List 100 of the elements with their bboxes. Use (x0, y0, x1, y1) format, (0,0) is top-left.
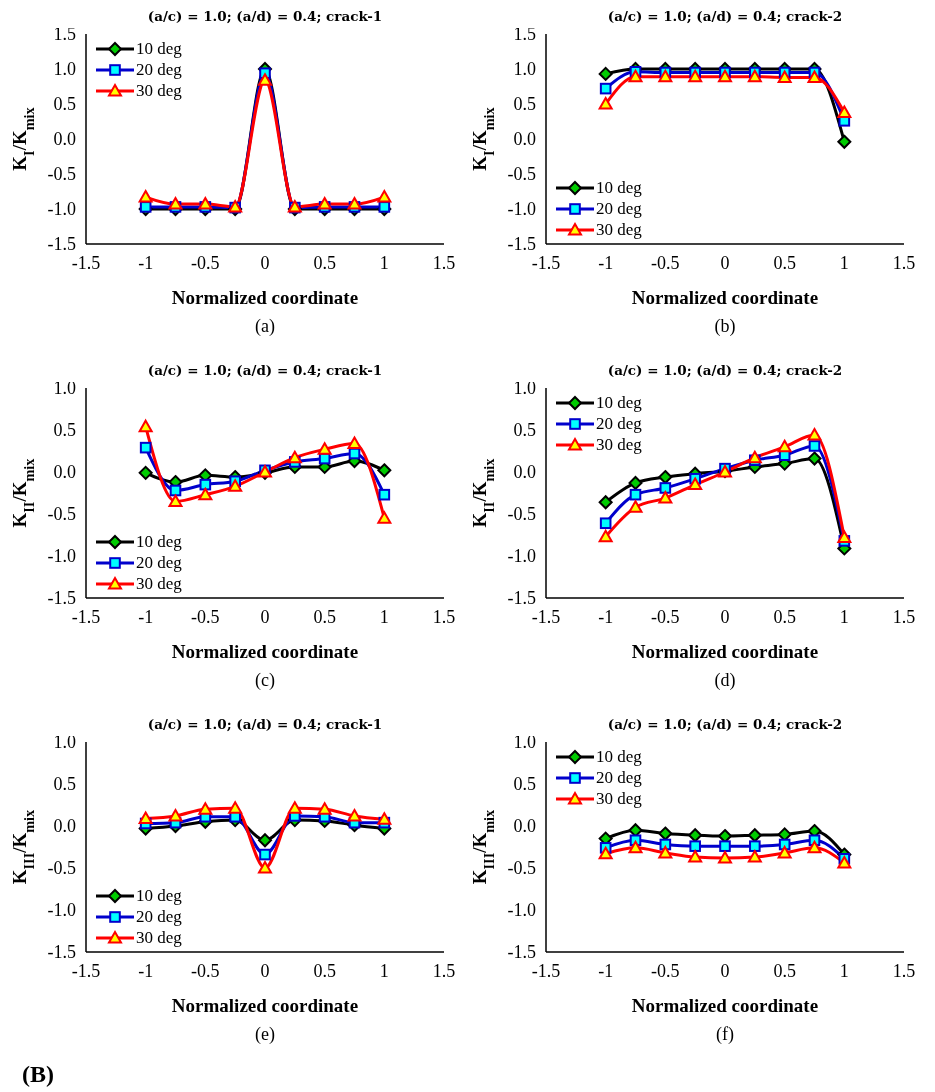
legend-label: 20 deg (136, 906, 182, 927)
y-tick-label: -0.5 (507, 858, 536, 879)
x-tick-label: -1.5 (531, 960, 561, 981)
y-tick-label: -1.5 (47, 234, 76, 255)
x-tick-label: -1.5 (71, 252, 101, 273)
x-tick-label: 0.5 (773, 252, 796, 273)
y-tick-label: -0.5 (507, 504, 536, 525)
y-tick-label: -0.5 (47, 164, 76, 185)
x-tick-label: -0.5 (651, 252, 680, 273)
x-tick-label: 1.5 (432, 960, 456, 981)
x-tick-label: -0.5 (651, 960, 680, 981)
x-tick-label: 0 (260, 252, 270, 273)
x-tick-label: 1 (839, 252, 849, 273)
x-tick-label: 1.5 (432, 606, 456, 627)
x-tick-label: -1.5 (531, 606, 561, 627)
y-tick-label: 0.5 (53, 420, 76, 441)
x-tick-label: 0.5 (773, 606, 796, 627)
x-tick-label: -0.5 (191, 606, 220, 627)
y-tick-label: 1.0 (513, 732, 536, 753)
chart-title: (a/c) = 1.0; (a/d) = 0.4; crack-1 (147, 716, 383, 732)
x-tick-label: 1 (839, 606, 849, 627)
x-tick-label: 0 (720, 960, 730, 981)
legend-label: 10 deg (596, 177, 642, 198)
y-tick-label: -1.0 (47, 546, 76, 567)
y-tick-label: -1.0 (47, 900, 76, 921)
y-tick-label: 0.0 (513, 129, 536, 150)
y-tick-label: 1.5 (53, 24, 76, 45)
x-tick-label: -1 (138, 606, 154, 627)
x-tick-label: -1 (138, 960, 154, 981)
x-tick-label: 0.5 (773, 960, 796, 981)
y-tick-label: 1.0 (513, 59, 536, 80)
x-tick-label: 0 (720, 252, 730, 273)
y-tick-label: -1.5 (47, 942, 76, 963)
x-tick-label: 0.5 (313, 606, 336, 627)
x-tick-label: 1.5 (432, 252, 456, 273)
y-tick-label: 0.5 (53, 774, 76, 795)
x-tick-label: -0.5 (191, 960, 220, 981)
legend-label: 10 deg (596, 392, 642, 413)
y-tick-label: 0.0 (53, 129, 76, 150)
x-tick-label: 0.5 (313, 252, 336, 273)
x-tick-label: 0 (260, 960, 270, 981)
y-tick-label: 0.5 (513, 420, 536, 441)
x-tick-label: 1.5 (892, 960, 916, 981)
x-tick-label: -1.5 (71, 606, 101, 627)
y-tick-label: 0.0 (53, 462, 76, 483)
x-tick-label: 1 (379, 606, 389, 627)
legend-label: 20 deg (596, 767, 642, 788)
legend-label: 30 deg (596, 434, 642, 455)
x-tick-label: 1.5 (892, 606, 916, 627)
legend-label: 10 deg (136, 38, 182, 59)
y-tick-label: -1.5 (507, 588, 536, 609)
x-tick-label: -0.5 (651, 606, 680, 627)
y-tick-label: 1.0 (53, 378, 76, 399)
legend-label: 10 deg (136, 531, 182, 552)
x-axis-title: Normalized coordinate (631, 641, 819, 662)
y-tick-label: -0.5 (47, 504, 76, 525)
x-axis-title: Normalized coordinate (171, 995, 359, 1016)
y-tick-label: -1.5 (507, 234, 536, 255)
x-tick-label: -1 (598, 606, 614, 627)
x-tick-label: 1 (379, 252, 389, 273)
x-tick-label: 1.5 (892, 252, 916, 273)
legend-label: 30 deg (136, 927, 182, 948)
x-tick-label: 1 (379, 960, 389, 981)
legend-label: 30 deg (596, 788, 642, 809)
legend-label: 20 deg (136, 552, 182, 573)
x-tick-label: -1 (598, 252, 614, 273)
text: (a) (254, 316, 276, 337)
y-tick-label: -1.0 (507, 199, 536, 220)
legend-label: 10 deg (596, 746, 642, 767)
legend-label: 10 deg (136, 885, 182, 906)
y-tick-label: -1.0 (507, 546, 536, 567)
chart-title: (a/c) = 1.0; (a/d) = 0.4; crack-2 (607, 8, 843, 24)
text: (B) (22, 1061, 54, 1088)
chart-title: (a/c) = 1.0; (a/d) = 0.4; crack-1 (147, 8, 383, 24)
y-tick-label: 0.5 (53, 94, 76, 115)
y-tick-label: 0.0 (513, 816, 536, 837)
legend-label: 30 deg (136, 80, 182, 101)
x-tick-label: -1 (598, 960, 614, 981)
chart-title: (a/c) = 1.0; (a/d) = 0.4; crack-2 (607, 716, 843, 732)
x-axis-title: Normalized coordinate (631, 995, 819, 1016)
text: (b) (713, 316, 737, 337)
x-axis-title: Normalized coordinate (171, 287, 359, 308)
y-tick-label: 1.0 (513, 378, 536, 399)
y-tick-label: 1.5 (513, 24, 536, 45)
text: (c) (254, 670, 276, 691)
y-tick-label: 0.5 (513, 774, 536, 795)
legend-label: 20 deg (136, 59, 182, 80)
y-tick-label: -1.0 (47, 199, 76, 220)
y-tick-label: 1.0 (53, 732, 76, 753)
legend-label: 20 deg (596, 198, 642, 219)
y-tick-label: -1.5 (47, 588, 76, 609)
x-tick-label: 1 (839, 960, 849, 981)
y-tick-label: 0.0 (513, 462, 536, 483)
text: (d) (713, 670, 737, 691)
x-tick-label: 0 (720, 606, 730, 627)
x-axis-title: Normalized coordinate (171, 641, 359, 662)
x-axis-title: Normalized coordinate (631, 287, 819, 308)
legend-label: 30 deg (136, 573, 182, 594)
text: (e) (254, 1024, 276, 1045)
y-tick-label: -0.5 (47, 858, 76, 879)
